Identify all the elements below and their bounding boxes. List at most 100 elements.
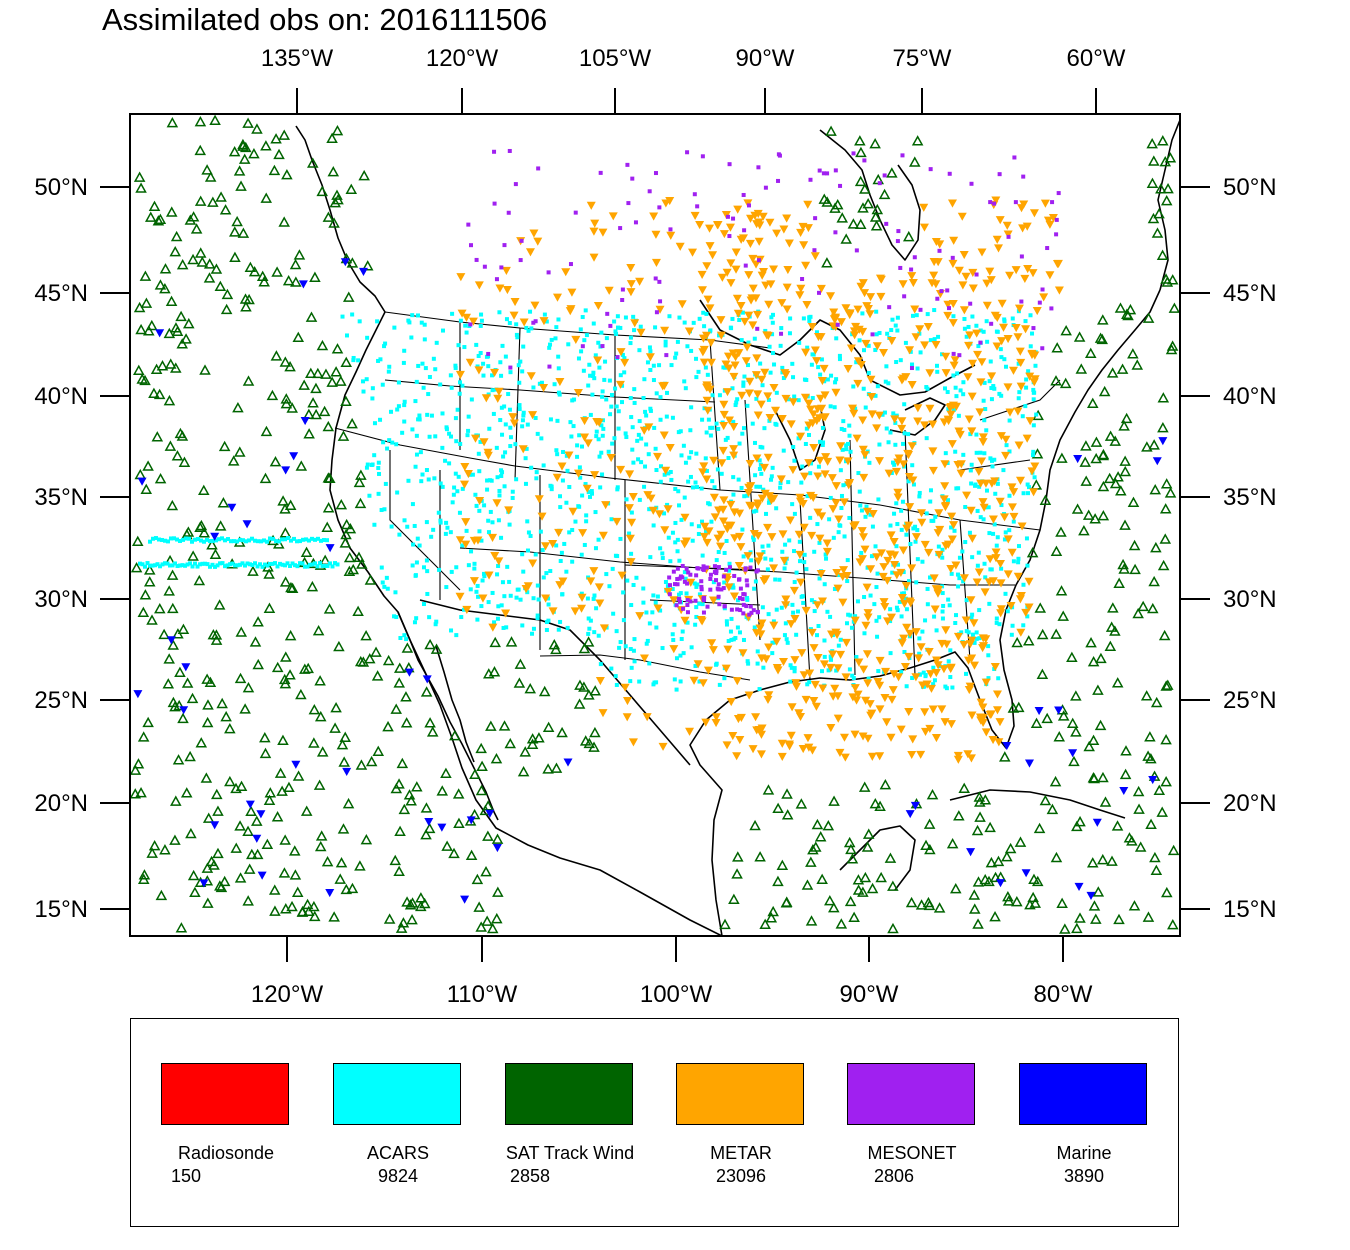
sat-track-wind-marker bbox=[1127, 348, 1139, 359]
acars-marker bbox=[786, 397, 791, 402]
metar-marker bbox=[959, 306, 969, 315]
acars-marker bbox=[608, 412, 613, 417]
acars-marker bbox=[599, 450, 604, 455]
acars-marker bbox=[688, 474, 693, 479]
metar-marker bbox=[812, 417, 822, 426]
mesonet-marker bbox=[763, 185, 768, 190]
marine-marker bbox=[252, 834, 262, 843]
metar-marker bbox=[853, 379, 863, 388]
sat-track-wind-marker bbox=[505, 636, 518, 647]
acars-marker bbox=[849, 625, 854, 630]
acars-marker bbox=[708, 433, 713, 438]
metar-marker bbox=[752, 726, 762, 735]
metar-marker bbox=[896, 725, 906, 734]
metar-marker bbox=[920, 708, 930, 717]
sat-track-wind-marker bbox=[1094, 719, 1107, 731]
sat-track-wind-marker bbox=[870, 220, 883, 231]
acars-marker bbox=[514, 477, 519, 482]
sat-track-wind-marker bbox=[1133, 803, 1145, 814]
metar-marker bbox=[689, 676, 699, 685]
metar-marker bbox=[1013, 572, 1023, 581]
acars-marker bbox=[931, 665, 936, 670]
acars-marker bbox=[586, 490, 591, 495]
metar-marker bbox=[819, 660, 829, 669]
acars-marker bbox=[647, 507, 652, 512]
acars-marker bbox=[848, 613, 853, 618]
acars-marker bbox=[457, 380, 462, 385]
metar-marker bbox=[589, 253, 599, 262]
metar-marker bbox=[876, 275, 886, 284]
metar-marker bbox=[982, 279, 992, 288]
metar-marker bbox=[622, 697, 632, 706]
marine-marker bbox=[1054, 706, 1064, 715]
sat-track-wind-marker bbox=[132, 758, 145, 769]
acars-marker bbox=[568, 420, 573, 425]
acars-marker bbox=[992, 457, 997, 462]
metar-marker bbox=[1014, 304, 1024, 313]
sat-track-wind-marker bbox=[1106, 855, 1118, 866]
acars-marker bbox=[778, 480, 783, 485]
acars-marker bbox=[537, 381, 542, 386]
metar-marker bbox=[893, 493, 903, 502]
sat-track-wind-marker bbox=[358, 169, 370, 181]
acars-marker bbox=[742, 494, 747, 499]
metar-marker bbox=[733, 714, 743, 724]
sat-track-wind-marker bbox=[163, 327, 176, 339]
acars-marker bbox=[682, 320, 687, 325]
sat-track-wind-marker bbox=[1115, 485, 1127, 496]
acars-marker bbox=[361, 379, 366, 384]
metar-marker bbox=[828, 505, 838, 514]
acars-marker bbox=[689, 522, 694, 527]
acars-marker bbox=[724, 619, 729, 624]
acars-marker bbox=[970, 632, 975, 637]
acars-marker bbox=[414, 452, 419, 457]
sat-track-wind-marker bbox=[130, 764, 142, 775]
acars-marker bbox=[645, 360, 650, 365]
acars-marker bbox=[635, 438, 640, 443]
metar-marker bbox=[779, 556, 789, 565]
metar-marker bbox=[842, 572, 852, 581]
sat-track-wind-marker bbox=[132, 364, 145, 376]
sat-track-wind-marker bbox=[1150, 541, 1162, 553]
sat-track-wind-marker bbox=[490, 752, 503, 764]
sat-track-wind-marker bbox=[259, 472, 272, 484]
sat-track-wind-marker bbox=[1121, 308, 1133, 319]
sat-track-wind-marker bbox=[426, 726, 439, 737]
mesonet-marker bbox=[708, 572, 713, 577]
metar-marker bbox=[501, 609, 511, 618]
acars-marker bbox=[203, 561, 207, 566]
acars-marker bbox=[449, 569, 454, 574]
metar-marker bbox=[845, 479, 855, 488]
acars-marker bbox=[866, 676, 871, 681]
metar-marker bbox=[926, 684, 936, 693]
acars-marker bbox=[665, 390, 670, 395]
acars-marker bbox=[609, 517, 614, 522]
acars-marker bbox=[816, 624, 821, 629]
acars-marker bbox=[785, 640, 790, 645]
acars-marker bbox=[876, 669, 881, 674]
mesonet-marker bbox=[935, 296, 940, 301]
acars-marker bbox=[977, 484, 982, 489]
acars-marker bbox=[593, 353, 598, 358]
metar-marker bbox=[703, 406, 713, 415]
acars-marker bbox=[184, 536, 188, 541]
metar-marker bbox=[525, 248, 535, 257]
acars-marker bbox=[453, 416, 458, 421]
acars-marker bbox=[365, 462, 370, 467]
acars-marker bbox=[987, 379, 992, 384]
acars-marker bbox=[202, 539, 206, 544]
sat-track-wind-marker bbox=[814, 831, 827, 842]
metar-marker bbox=[875, 457, 885, 466]
acars-marker bbox=[508, 593, 513, 598]
acars-marker bbox=[375, 319, 380, 324]
metar-marker bbox=[863, 609, 873, 618]
metar-marker bbox=[917, 509, 927, 518]
acars-marker bbox=[874, 309, 879, 314]
mesonet-marker bbox=[608, 323, 613, 328]
sat-track-wind-marker bbox=[848, 911, 860, 923]
sat-track-wind-marker bbox=[476, 760, 488, 771]
metar-marker bbox=[699, 358, 709, 367]
metar-marker bbox=[783, 265, 793, 275]
acars-marker bbox=[208, 564, 212, 569]
metar-marker bbox=[827, 630, 837, 639]
